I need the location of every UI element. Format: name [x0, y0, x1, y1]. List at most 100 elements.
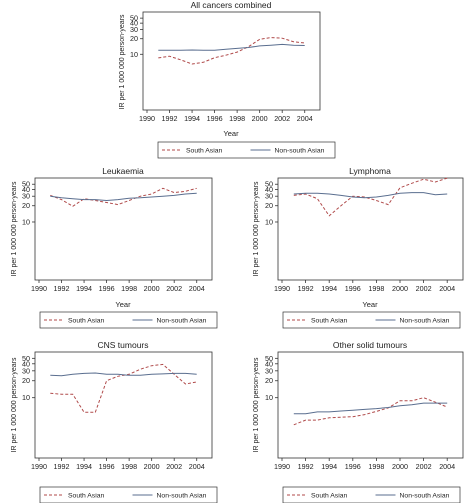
series-line-south-asian	[293, 177, 448, 217]
y-axis-label: IR per 1 000 000 person-years	[119, 14, 126, 109]
panel-title: CNS tumours	[97, 340, 148, 350]
y-tick-label: 30	[130, 25, 138, 34]
y-tick-label: 30	[22, 192, 30, 201]
legend-box	[282, 311, 461, 329]
y-tick-label: 50	[22, 180, 30, 189]
panel-title: Lymphoma	[349, 166, 391, 176]
y-tick-label: 10	[265, 393, 273, 402]
legend-box	[157, 141, 336, 159]
x-tick-label: 1990	[31, 284, 47, 293]
legend-label: Non-south Asian	[157, 493, 207, 500]
legend-label: Non-south Asian	[275, 148, 325, 155]
series-line-south-asian	[158, 37, 305, 65]
y-tick-label: 50	[265, 354, 273, 363]
series-line-non-south-asian	[50, 192, 197, 202]
x-tick-label: 2002	[166, 462, 182, 471]
x-tick-label: 1998	[121, 284, 137, 293]
x-tick-label: 1990	[274, 462, 290, 471]
x-tick-label: 2004	[439, 284, 455, 293]
x-tick-label: 1996	[345, 462, 361, 471]
x-tick-label: 2002	[416, 462, 432, 471]
y-tick-label: 40	[22, 359, 30, 368]
x-tick-label: 1990	[274, 284, 290, 293]
y-tick-label: 50	[265, 180, 273, 189]
plot-frame	[142, 11, 321, 111]
panel-other-solid-tumours: Other solid tumours IR per 1 000 000 per…	[253, 340, 464, 503]
legend-label: South Asian	[311, 493, 347, 500]
y-tick-label: 20	[22, 376, 30, 385]
series-line-non-south-asian	[158, 43, 305, 51]
y-tick-label: 10	[265, 217, 273, 226]
series-line-south-asian	[50, 363, 197, 413]
legend-label: South Asian	[311, 318, 347, 325]
y-axis-label: IR per 1 000 000 person-years	[11, 357, 18, 452]
x-tick-label: 1998	[229, 114, 245, 123]
legend-label: Non-south Asian	[400, 318, 450, 325]
x-tick-label: 1996	[99, 284, 115, 293]
panel-lymphoma: Lymphoma IR per 1 000 000 person-years Y…	[253, 166, 464, 329]
x-tick-label: 1992	[298, 462, 314, 471]
legend-label: Non-south Asian	[400, 493, 450, 500]
x-tick-label: 1994	[321, 462, 337, 471]
series-line-non-south-asian	[293, 192, 448, 199]
x-tick-label: 1994	[184, 114, 200, 123]
y-tick-label: 40	[130, 19, 138, 28]
x-tick-label: 2004	[189, 462, 205, 471]
x-tick-label: 2004	[439, 462, 455, 471]
x-tick-label: 2002	[274, 114, 290, 123]
x-tick-label: 1990	[31, 462, 47, 471]
legend-label: South Asian	[68, 318, 104, 325]
x-tick-label: 1992	[54, 284, 70, 293]
y-tick-label: 20	[130, 34, 138, 43]
x-tick-label: 2000	[392, 284, 408, 293]
y-tick-label: 30	[265, 366, 273, 375]
y-axis-label: IR per 1 000 000 person-years	[253, 181, 260, 276]
legend-box	[282, 486, 461, 503]
series-line-non-south-asian	[50, 372, 197, 377]
x-tick-label: 1992	[54, 462, 70, 471]
x-tick-label: 1996	[207, 114, 223, 123]
y-tick-label: 20	[265, 376, 273, 385]
y-tick-label: 10	[130, 50, 138, 59]
y-axis-label: IR per 1 000 000 person-years	[253, 357, 260, 452]
y-tick-label: 30	[265, 192, 273, 201]
y-tick-label: 30	[22, 366, 30, 375]
x-tick-label: 1992	[162, 114, 178, 123]
x-tick-label: 1994	[76, 284, 92, 293]
panel-cns-tumours: CNS tumours IR per 1 000 000 person-year…	[11, 340, 218, 503]
legend-label: Non-south Asian	[157, 318, 207, 325]
x-tick-label: 1998	[368, 462, 384, 471]
legend-box	[39, 311, 218, 329]
y-tick-label: 40	[265, 185, 273, 194]
legend-label: South Asian	[186, 148, 222, 155]
plot-frame	[277, 351, 464, 459]
panel-title: Other solid tumours	[333, 340, 407, 350]
x-tick-label: 1998	[121, 462, 137, 471]
legend-label: South Asian	[68, 493, 104, 500]
x-tick-label: 2004	[189, 284, 205, 293]
x-tick-label: 1992	[298, 284, 314, 293]
y-tick-label: 20	[22, 201, 30, 210]
x-tick-label: 2000	[144, 462, 160, 471]
plot-frame	[34, 177, 213, 281]
y-tick-label: 40	[265, 359, 273, 368]
x-tick-label: 2002	[416, 284, 432, 293]
x-tick-label: 1996	[99, 462, 115, 471]
x-tick-label: 1994	[76, 462, 92, 471]
series-line-south-asian	[50, 187, 197, 207]
legend-box	[39, 486, 218, 503]
x-axis-label: Year	[362, 300, 378, 309]
y-tick-label: 50	[22, 354, 30, 363]
panel-leukaemia: Leukaemia IR per 1 000 000 person-years …	[11, 166, 218, 329]
plot-frame	[277, 177, 464, 281]
x-tick-label: 1990	[139, 114, 155, 123]
x-tick-label: 2000	[252, 114, 268, 123]
x-tick-label: 1994	[321, 284, 337, 293]
x-tick-label: 2000	[144, 284, 160, 293]
x-tick-label: 1996	[345, 284, 361, 293]
plot-frame	[34, 351, 213, 459]
x-axis-label: Year	[115, 300, 131, 309]
y-tick-label: 10	[22, 393, 30, 402]
y-axis-label: IR per 1 000 000 person-years	[11, 181, 18, 276]
